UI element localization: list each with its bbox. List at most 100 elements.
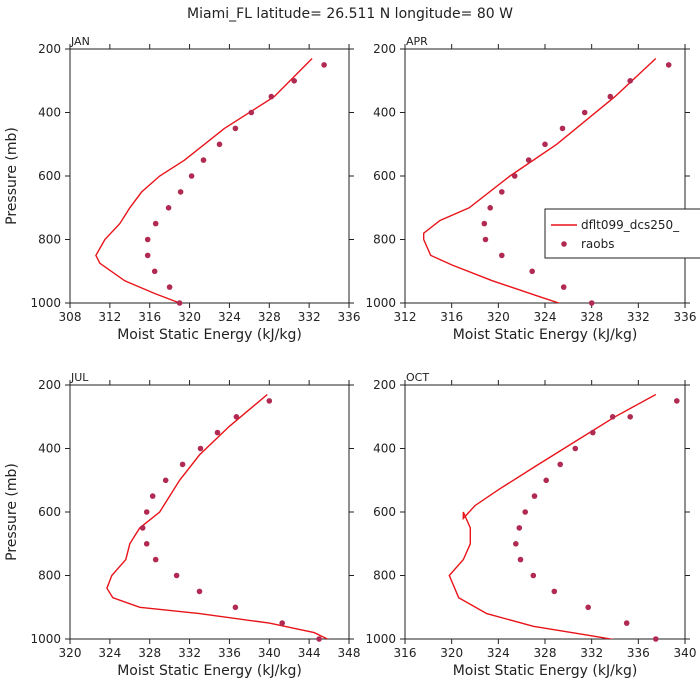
oct-raob-point — [623, 620, 630, 626]
jan-xtick-label: 332 — [298, 310, 321, 324]
oct-raob-point — [557, 461, 563, 468]
jul-raob-point — [266, 398, 273, 404]
jan-raob-point — [248, 109, 255, 116]
jul-panel: 320 324 328 332 336 340 344 348 200 400 600 800 1000… — [4, 371, 360, 679]
jul-xaxis-label: Moist Static Energy (kJ/kg) — [117, 663, 302, 679]
jul-raob-point — [173, 572, 180, 579]
jan-raob-point — [232, 125, 239, 132]
jan-raob-point — [151, 268, 158, 275]
jul-raob-point — [139, 525, 146, 531]
oct-panel-label: OCT — [406, 371, 429, 384]
oct-raob-point — [513, 541, 519, 547]
jan-raob-point — [268, 93, 275, 100]
jan-raob-point — [144, 236, 151, 243]
jul-ytick-label: 200 — [38, 378, 61, 392]
figure-title: Miami_FL latitude= 26.511 N longitude= 8… — [187, 6, 513, 22]
jul-xtick-label: 320 — [59, 646, 82, 660]
jan-ytick-label: 400 — [38, 106, 61, 120]
legend-box — [544, 208, 700, 259]
oct-raob-point — [572, 445, 579, 452]
jan-raob-point — [166, 284, 173, 290]
jul-raob-point — [149, 493, 156, 499]
oct-ytick-label: 200 — [373, 378, 396, 392]
oct-raob-point — [674, 398, 680, 404]
apr-xtick-label: 316 — [440, 310, 463, 324]
jul-xtick-label: 336 — [218, 646, 241, 660]
jul-xtick-label: 348 — [338, 646, 361, 660]
jan-raob-point — [291, 78, 298, 84]
jul-xtick-label: 340 — [258, 646, 281, 660]
apr-raob-point — [482, 236, 489, 243]
oct-raob-point — [531, 493, 538, 499]
apr-raob-point — [499, 252, 505, 259]
oct-ytick-label: 600 — [373, 505, 396, 519]
jan-raob-point — [200, 157, 207, 163]
oct-raob-point — [530, 572, 537, 579]
jul-ytick-label: 800 — [38, 569, 61, 583]
jan-raob-point — [216, 141, 223, 148]
jan-xtick-label: 324 — [218, 310, 241, 324]
apr-legend: dflt099_dcs250_raobs — [544, 208, 700, 259]
apr-xtick-label: 328 — [580, 310, 603, 324]
jan-ytick-label: 800 — [38, 233, 61, 247]
jan-xtick-label: 336 — [338, 310, 361, 324]
jul-raob-point — [162, 477, 169, 484]
apr-raob-point — [481, 220, 488, 227]
jan-xtick-label: 316 — [138, 310, 161, 324]
apr-raob-point — [511, 173, 518, 179]
oct-plot-frame — [404, 384, 686, 640]
apr-xtick-label: 336 — [674, 310, 697, 324]
jan-ytick-label: 200 — [38, 42, 61, 56]
jul-raob-point — [143, 541, 150, 547]
jan-ytick-label: 600 — [38, 169, 61, 183]
oct-xtick-label: 332 — [580, 646, 603, 660]
jul-ytick-label: 600 — [38, 505, 61, 519]
oct-raob-point — [627, 414, 633, 420]
oct-panel: 316 320 324 328 332 336 340 200 400 600 800 1000 OCT… — [365, 371, 696, 679]
oct-raob-point — [517, 556, 524, 563]
jul-xtick-label: 328 — [138, 646, 161, 660]
apr-panel-label: APR — [406, 35, 428, 48]
apr-ytick-label: 600 — [373, 169, 396, 183]
apr-ytick-label: 800 — [373, 233, 396, 247]
oct-ytick-label: 800 — [373, 569, 396, 583]
apr-model-line — [423, 57, 657, 303]
jan-model-line — [95, 58, 313, 303]
jul-raob-point — [197, 445, 204, 452]
apr-ytick-label: 200 — [373, 42, 396, 56]
apr-xtick-label: 312 — [394, 310, 417, 324]
jan-ytick-label: 1000 — [30, 296, 61, 310]
jul-raob-point — [232, 604, 239, 611]
jul-ytick-label: 400 — [38, 442, 61, 456]
oct-xtick-label: 316 — [394, 646, 417, 660]
apr-raob-point — [588, 300, 595, 306]
jul-model-line — [106, 393, 330, 639]
oct-xtick-label: 324 — [487, 646, 510, 660]
jul-raob-point — [179, 461, 186, 468]
jan-raob-point — [321, 62, 327, 68]
oct-xtick-label: 336 — [627, 646, 650, 660]
oct-model-line — [448, 393, 657, 639]
oct-raob-point — [516, 525, 523, 531]
legend-point-swatch — [561, 241, 567, 247]
apr-raob-point — [559, 125, 566, 132]
jan-xtick-label: 320 — [178, 310, 201, 324]
oct-ytick-label: 1000 — [365, 632, 396, 646]
jan-panel: 308 312 316 320 324 328 332 336 200 400 600 800 1000… — [4, 35, 360, 343]
jul-xtick-label: 332 — [178, 646, 201, 660]
oct-xtick-label: 328 — [534, 646, 557, 660]
jul-raob-point — [233, 414, 240, 420]
jan-raob-point — [177, 189, 184, 195]
apr-xtick-label: 320 — [487, 310, 510, 324]
oct-raob-point — [551, 588, 558, 595]
apr-xtick-label: 332 — [627, 310, 650, 324]
apr-raob-point — [560, 284, 567, 290]
oct-xaxis-label: Moist Static Energy (kJ/kg) — [453, 663, 638, 679]
jul-raob-point — [143, 509, 150, 515]
apr-raob-point — [529, 268, 535, 275]
jan-xtick-label: 328 — [258, 310, 281, 324]
jan-raob-point — [152, 220, 159, 227]
jul-raob-point — [196, 588, 203, 595]
apr-xaxis-label: Moist Static Energy (kJ/kg) — [453, 327, 638, 343]
